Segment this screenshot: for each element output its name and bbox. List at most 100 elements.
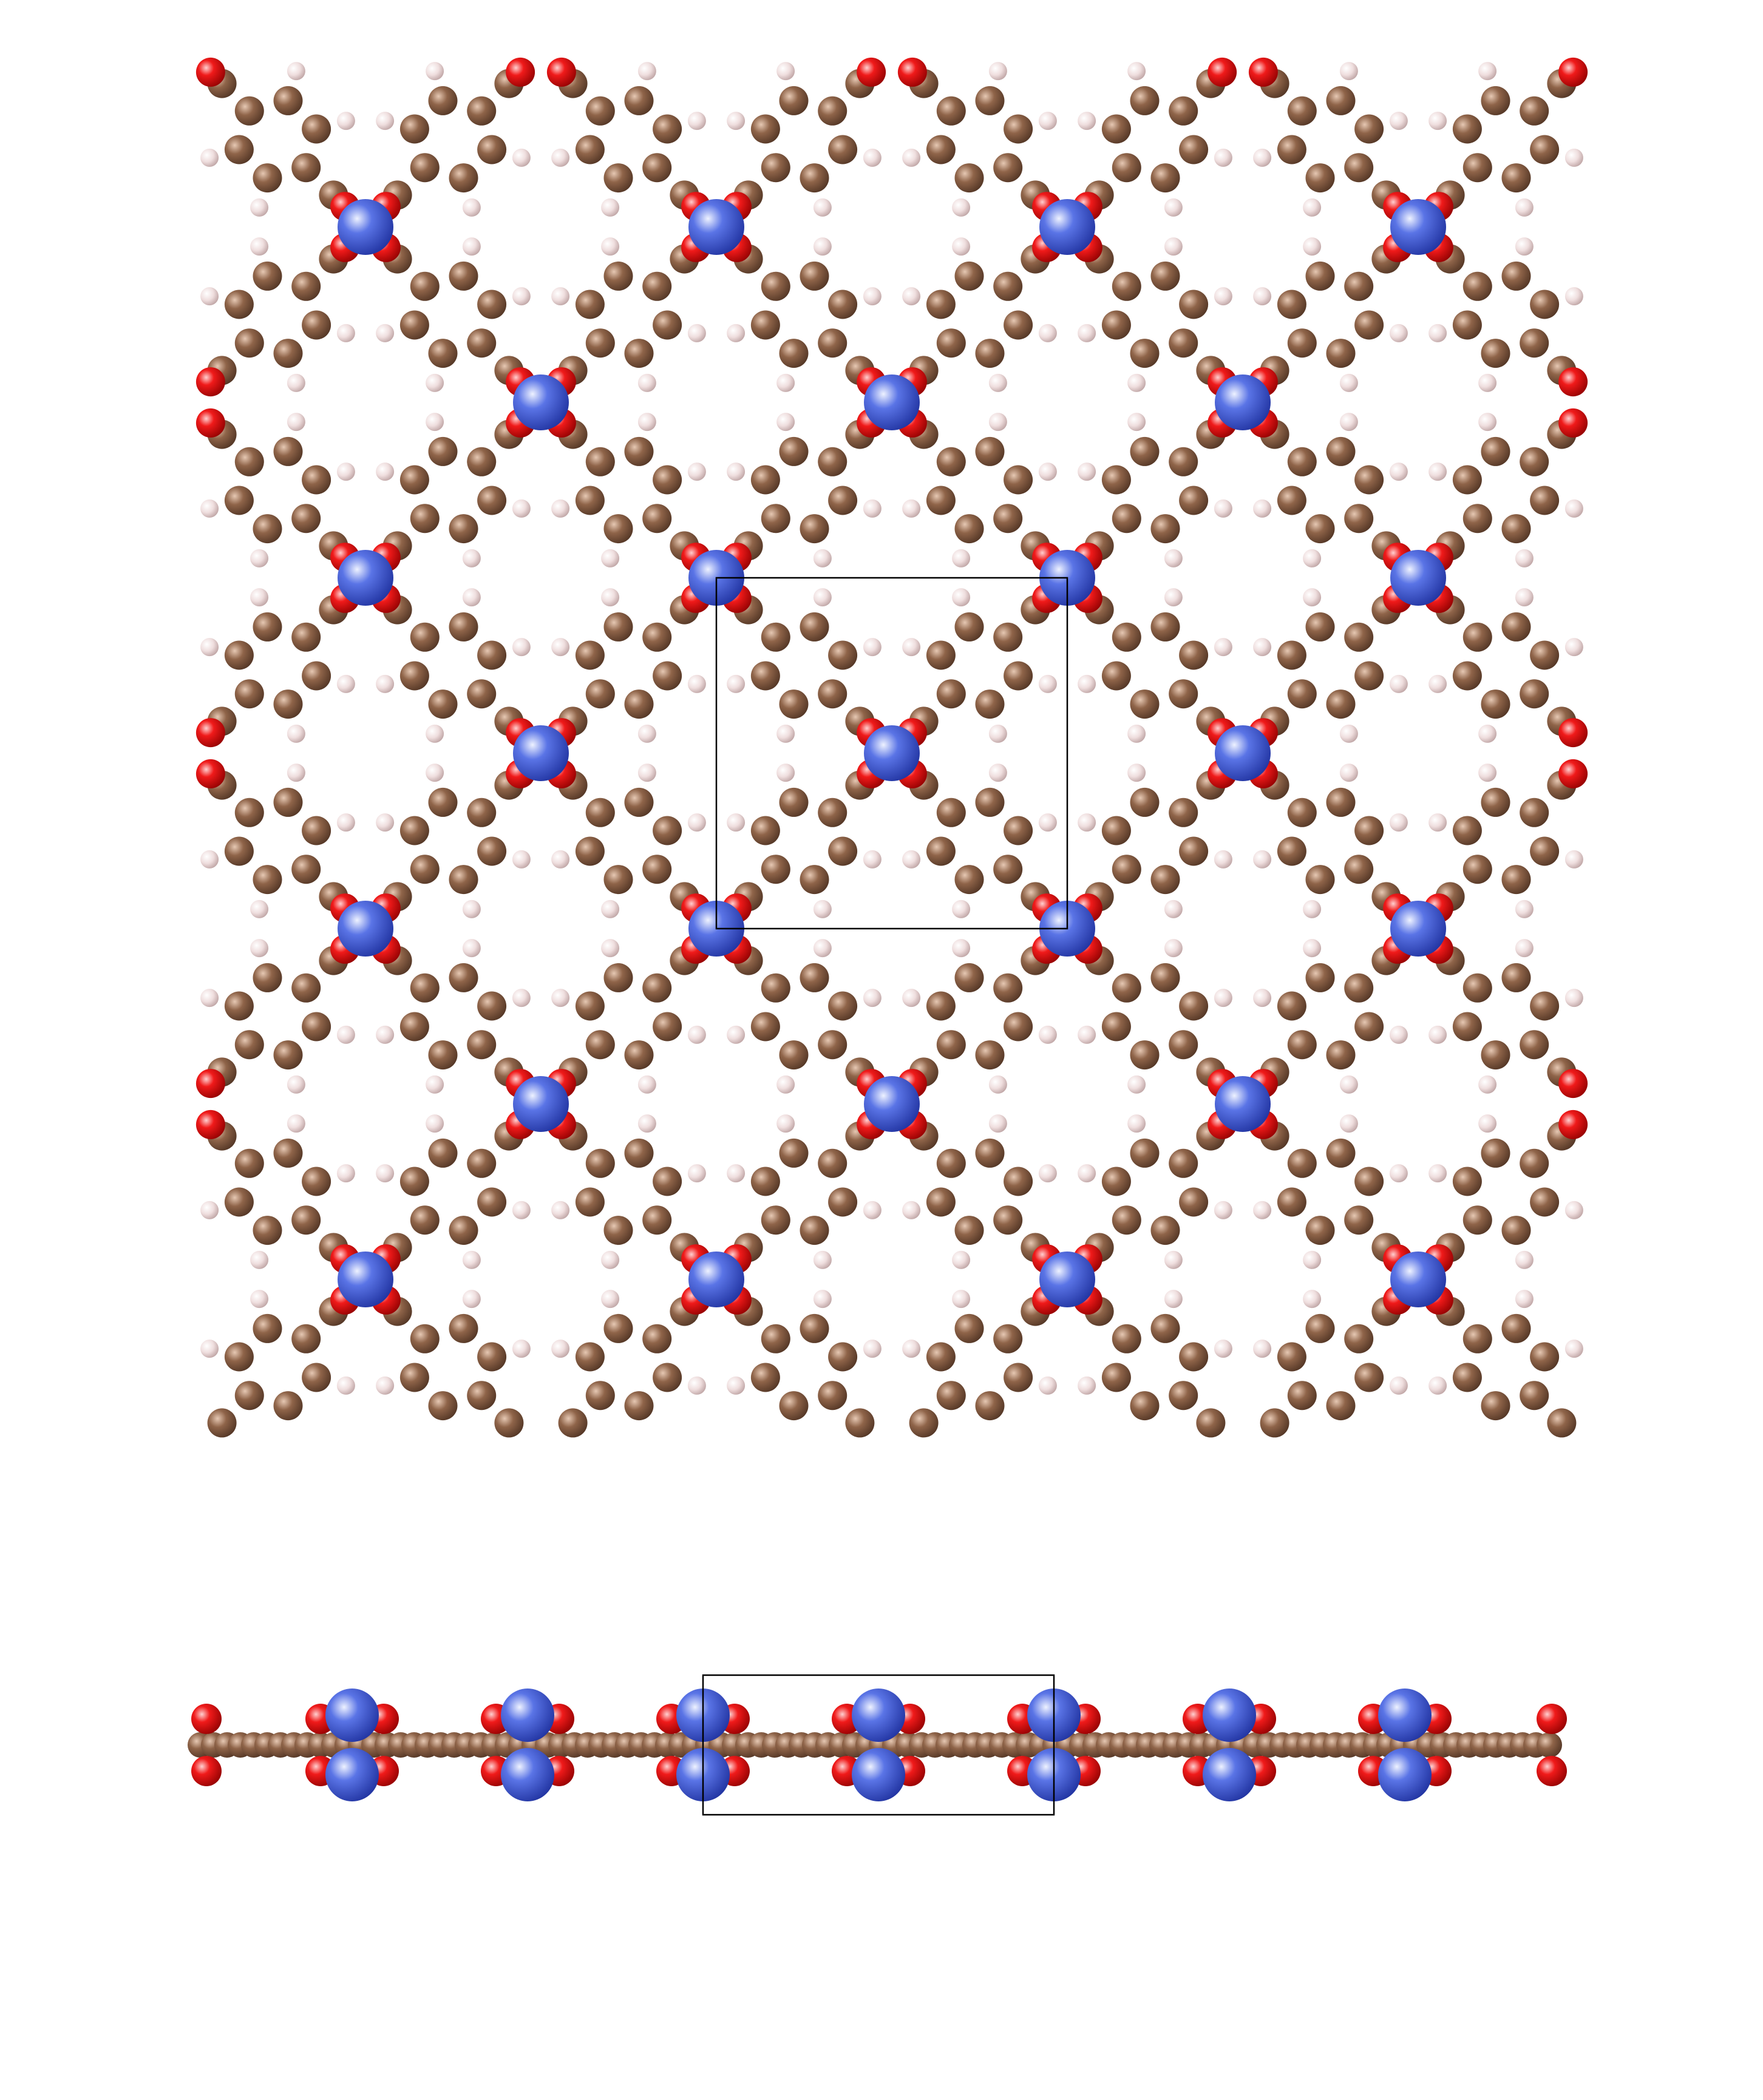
hydrogen-atom bbox=[200, 287, 219, 306]
carbon-atom bbox=[750, 1012, 780, 1042]
hydrogen-atom bbox=[336, 1025, 355, 1044]
hydrogen-atom bbox=[512, 287, 531, 306]
carbon-atom bbox=[1305, 514, 1335, 544]
carbon-atom bbox=[1169, 798, 1198, 827]
hydrogen-atom bbox=[776, 1075, 795, 1094]
carbon-atom bbox=[575, 290, 605, 319]
carbon-atom bbox=[477, 991, 507, 1021]
hydrogen-atom bbox=[1078, 462, 1096, 481]
carbon-atom bbox=[653, 1363, 682, 1392]
hydrogen-atom bbox=[200, 148, 219, 167]
carbon-atom bbox=[936, 96, 966, 126]
hydrogen-atom bbox=[863, 1201, 882, 1219]
carbon-atom bbox=[1501, 1216, 1531, 1245]
carbon-atom bbox=[467, 1148, 497, 1178]
carbon-atom bbox=[302, 465, 331, 495]
carbon-atom bbox=[1277, 640, 1306, 670]
hydrogen-atom bbox=[1428, 674, 1447, 693]
carbon-atom bbox=[1344, 855, 1374, 884]
hydrogen-atom bbox=[336, 1376, 355, 1395]
metal-atom bbox=[325, 1748, 379, 1801]
metal-atom bbox=[1203, 1748, 1256, 1801]
hydrogen-atom bbox=[1478, 1114, 1497, 1133]
carbon-atom bbox=[224, 135, 254, 164]
carbon-atom bbox=[1169, 679, 1198, 709]
carbon-atom bbox=[1260, 1408, 1289, 1438]
carbon-atom bbox=[1179, 1187, 1209, 1217]
carbon-atom bbox=[1530, 135, 1560, 164]
hydrogen-atom bbox=[1253, 287, 1272, 306]
carbon-atom bbox=[428, 689, 458, 719]
carbon-atom bbox=[1520, 679, 1549, 709]
hydrogen-atom bbox=[376, 1025, 395, 1044]
carbon-atom bbox=[428, 339, 458, 368]
carbon-atom bbox=[1305, 963, 1335, 992]
hydrogen-atom bbox=[601, 899, 620, 918]
hydrogen-atom bbox=[426, 62, 444, 81]
carbon-atom bbox=[750, 310, 780, 340]
carbon-atom bbox=[1520, 447, 1549, 476]
carbon-atom bbox=[224, 640, 254, 670]
carbon-atom bbox=[1179, 486, 1209, 515]
oxygen-atom bbox=[195, 57, 225, 87]
carbon-atom bbox=[1547, 1408, 1577, 1438]
hydrogen-atom bbox=[776, 62, 795, 81]
hydrogen-atom bbox=[1214, 1340, 1232, 1358]
carbon-atom bbox=[1530, 290, 1560, 319]
carbon-atom bbox=[302, 816, 331, 845]
hydrogen-atom bbox=[426, 764, 444, 782]
hydrogen-atom bbox=[952, 237, 971, 256]
carbon-atom bbox=[302, 1363, 331, 1392]
carbon-atom bbox=[779, 689, 809, 719]
hydrogen-atom bbox=[426, 724, 444, 743]
carbon-atom bbox=[302, 114, 331, 144]
carbon-atom bbox=[1130, 86, 1160, 115]
hydrogen-atom bbox=[336, 112, 355, 130]
carbon-atom bbox=[449, 963, 478, 992]
carbon-atom bbox=[1101, 465, 1131, 495]
hydrogen-atom bbox=[1164, 899, 1183, 918]
carbon-atom bbox=[642, 973, 672, 1003]
metal-atom bbox=[513, 374, 569, 430]
carbon-atom bbox=[1462, 504, 1492, 533]
hydrogen-atom bbox=[637, 724, 656, 743]
carbon-atom bbox=[428, 436, 458, 466]
carbon-atom bbox=[993, 271, 1023, 301]
hydrogen-atom bbox=[287, 373, 305, 392]
carbon-atom bbox=[1326, 1138, 1356, 1168]
metal-atom bbox=[852, 1688, 905, 1742]
carbon-atom bbox=[399, 465, 429, 495]
hydrogen-atom bbox=[637, 413, 656, 432]
carbon-atom bbox=[1004, 816, 1033, 845]
hydrogen-atom bbox=[1078, 813, 1096, 832]
carbon-atom bbox=[467, 96, 497, 126]
hydrogen-atom bbox=[1389, 1376, 1408, 1395]
carbon-atom bbox=[624, 787, 654, 817]
hydrogen-atom bbox=[813, 237, 832, 256]
hydrogen-atom bbox=[512, 499, 531, 518]
hydrogen-atom bbox=[512, 1201, 531, 1219]
hydrogen-atom bbox=[336, 674, 355, 693]
metal-atom bbox=[1039, 1252, 1095, 1307]
metal-atom bbox=[852, 1748, 905, 1801]
hydrogen-atom bbox=[1428, 1376, 1447, 1395]
carbon-atom bbox=[234, 679, 264, 709]
carbon-atom bbox=[234, 798, 264, 827]
carbon-atom bbox=[642, 271, 672, 301]
unit-cell-side bbox=[702, 1674, 1055, 1816]
hydrogen-atom bbox=[1389, 462, 1408, 481]
hydrogen-atom bbox=[1478, 373, 1497, 392]
hydrogen-atom bbox=[1038, 813, 1057, 832]
hydrogen-atom bbox=[1564, 148, 1583, 167]
carbon-atom bbox=[1354, 661, 1384, 691]
hydrogen-atom bbox=[462, 899, 481, 918]
hydrogen-atom bbox=[1515, 549, 1534, 567]
carbon-atom bbox=[291, 504, 321, 533]
hydrogen-atom bbox=[1339, 1075, 1358, 1094]
carbon-atom bbox=[1326, 689, 1356, 719]
hydrogen-atom bbox=[1564, 989, 1583, 1008]
hydrogen-atom bbox=[637, 62, 656, 81]
carbon-atom bbox=[1101, 1012, 1131, 1042]
hydrogen-atom bbox=[1253, 850, 1272, 869]
carbon-atom bbox=[779, 86, 809, 115]
